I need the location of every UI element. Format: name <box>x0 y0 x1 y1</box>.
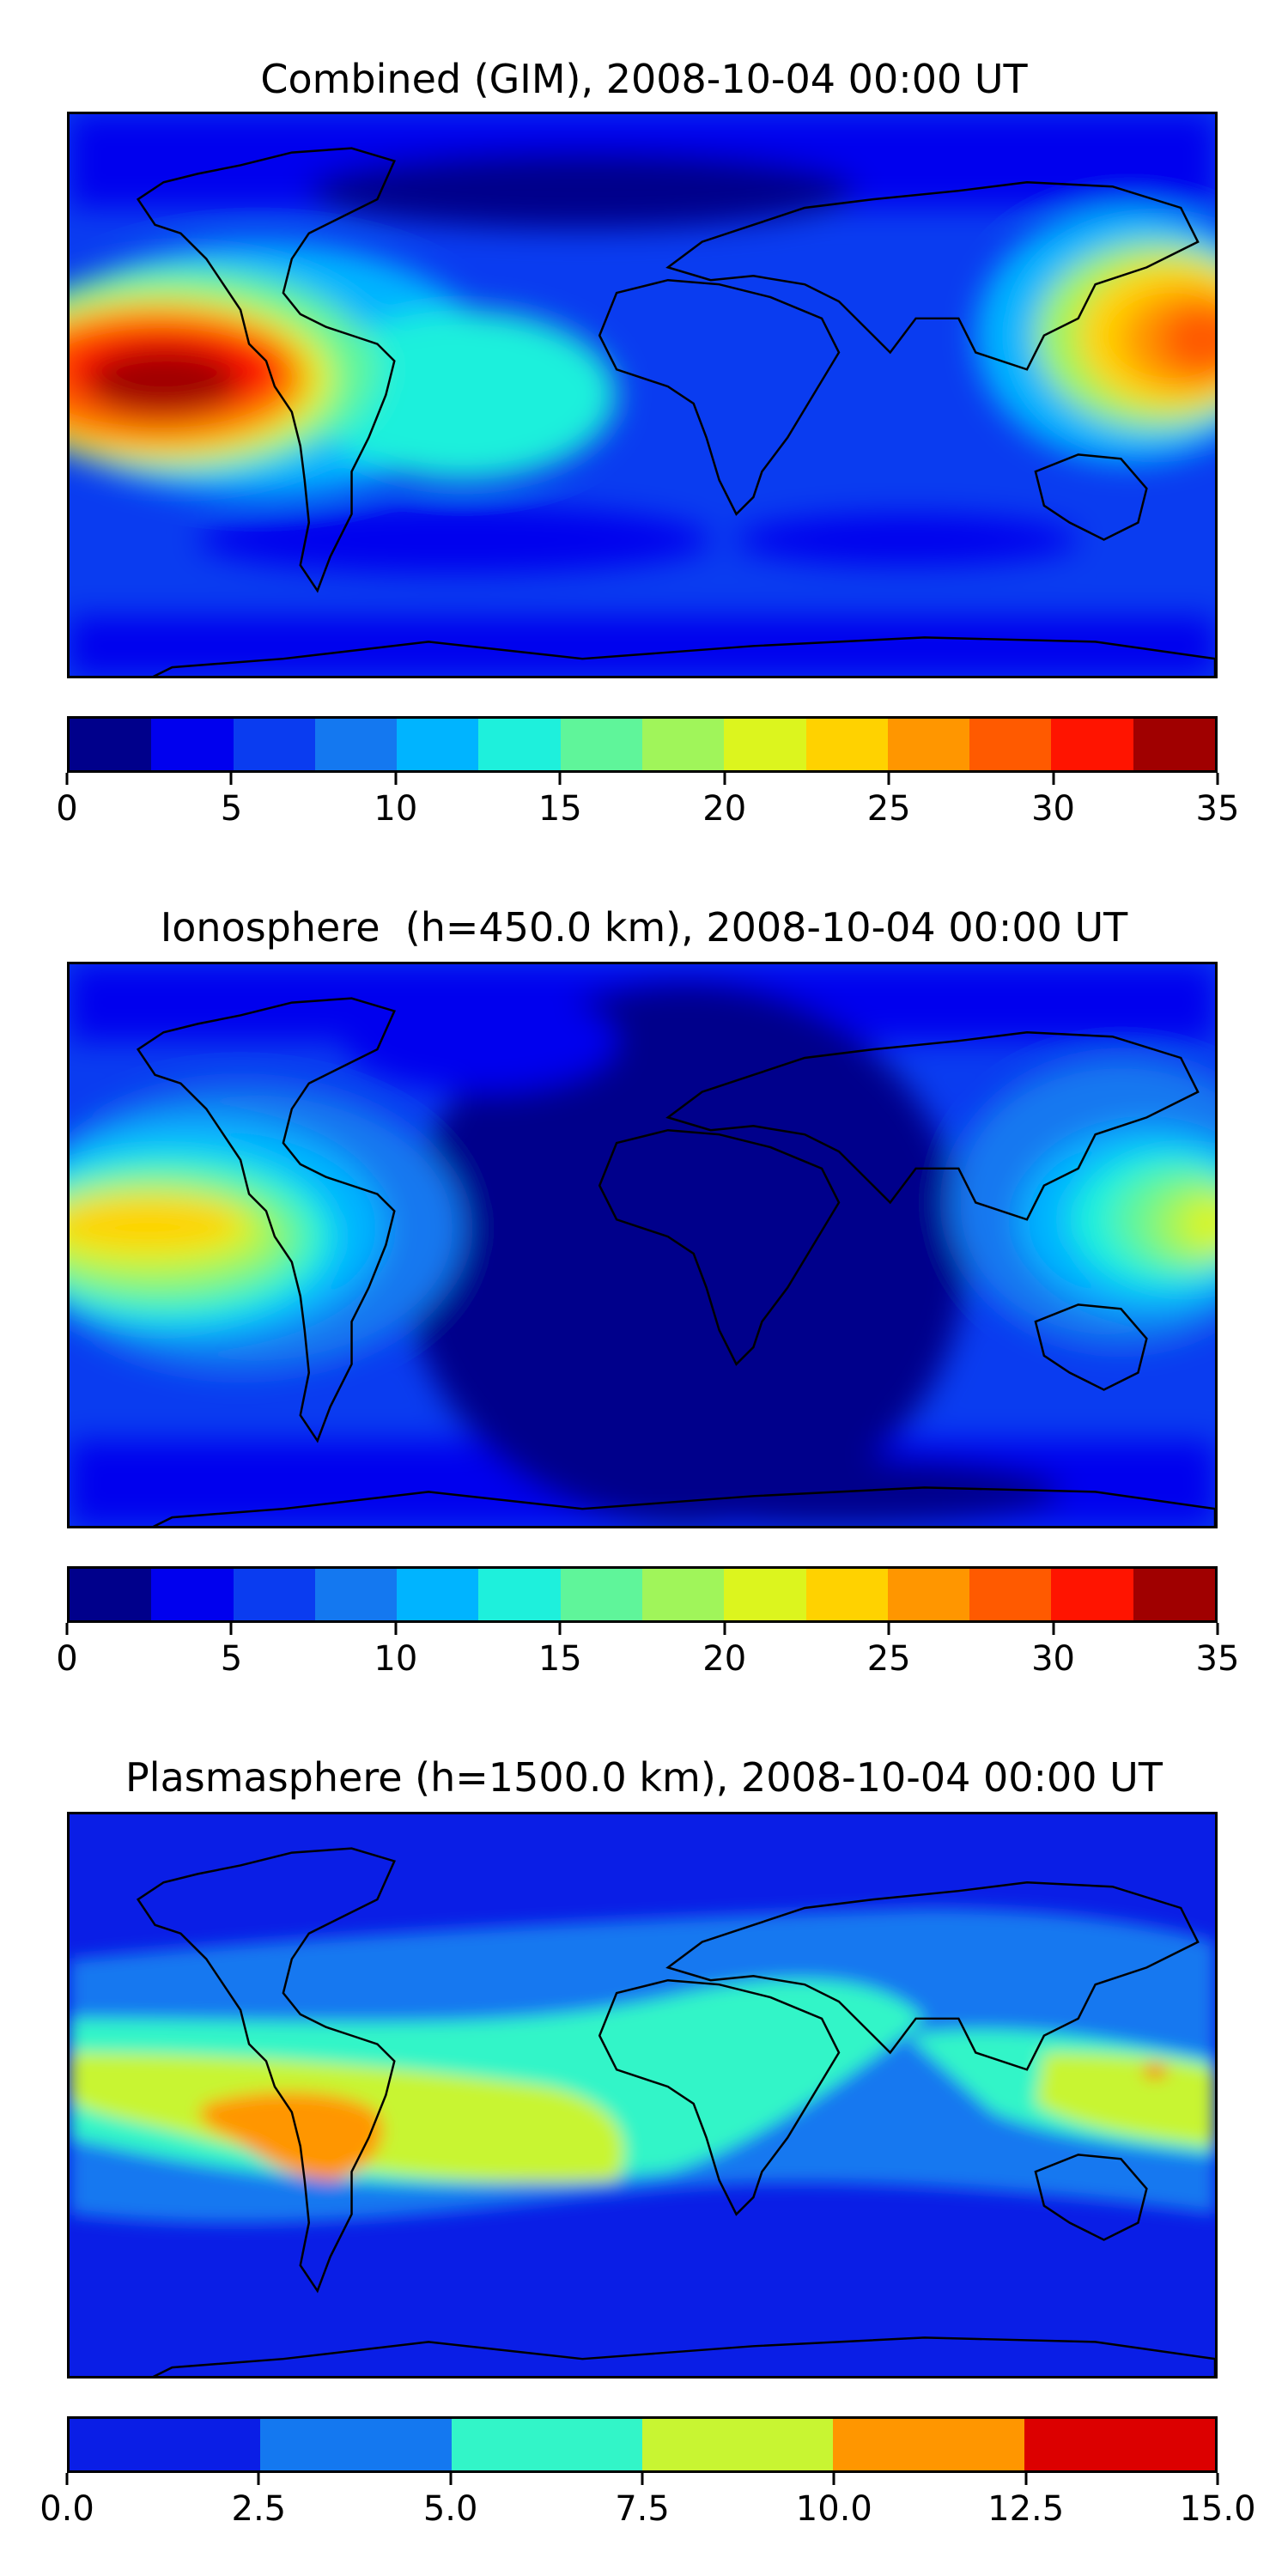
panel-1-colorbar <box>67 716 1218 773</box>
colorbar-segment <box>1133 719 1215 770</box>
colorbar-tick-label: 0.0 <box>39 2489 94 2529</box>
colorbar-segment <box>233 1569 315 1620</box>
colorbar-segment <box>1133 1569 1215 1620</box>
colorbar-segment <box>1051 719 1133 770</box>
colorbar-segment <box>70 2419 261 2470</box>
panel-3-colorbar-ticks: 0.0 2.5 5.0 7.5 10.0 12.5 15.0 <box>39 2473 1256 2533</box>
colorbar-tick-label: 12.5 <box>987 2489 1065 2529</box>
colorbar-tick-label: 20 <box>702 1639 747 1679</box>
panel-2-map <box>67 962 1218 1528</box>
panel-1-colorbar-ticks: 0 5 10 15 20 25 30 35 <box>56 773 1239 833</box>
colorbar-segment <box>1024 2419 1215 2470</box>
colorbar-segment <box>969 719 1052 770</box>
colorbar-segment <box>724 719 806 770</box>
panel-3-title: Plasmasphere (h=1500.0 km), 2008-10-04 0… <box>125 1754 1163 1801</box>
ionosphere-map-svg <box>70 964 1215 1526</box>
colorbar-segment <box>478 1569 561 1620</box>
colorbar-segment <box>805 719 888 770</box>
colorbar-tick-label: 5.0 <box>422 2489 478 2529</box>
colorbar-tick-label: 35 <box>1195 789 1240 829</box>
colorbar-tick-label: 5 <box>220 789 243 829</box>
colorbar-tick-label: 0 <box>56 1639 78 1679</box>
colorbar-segment <box>724 1569 806 1620</box>
colorbar-segment <box>478 719 561 770</box>
panel-3-map <box>67 1812 1218 2379</box>
colorbar-segment <box>560 719 642 770</box>
panel-1-map <box>67 112 1218 678</box>
colorbar-tick-label: 15 <box>538 1639 582 1679</box>
colorbar-tick-label: 10.0 <box>795 2489 872 2529</box>
colorbar-tick-label: 35 <box>1195 1639 1240 1679</box>
colorbar-tick-label: 10 <box>374 1639 418 1679</box>
colorbar-segment <box>969 1569 1052 1620</box>
colorbar-tick-label: 10 <box>374 789 418 829</box>
colorbar-tick-label: 7.5 <box>615 2489 670 2529</box>
colorbar-tick-label: 25 <box>866 789 911 829</box>
panel-2-title: Ionosphere (h=450.0 km), 2008-10-04 00:0… <box>160 904 1128 951</box>
panel-2-colorbar-ticks: 0 5 10 15 20 25 30 35 <box>56 1623 1239 1683</box>
colorbar-tick-label: 20 <box>702 789 747 829</box>
colorbar-tick-label: 15 <box>538 789 582 829</box>
colorbar-segment <box>260 2419 452 2470</box>
colorbar-tick-label: 5 <box>220 1639 243 1679</box>
colorbar-segment <box>887 719 970 770</box>
colorbar-tick-label: 15.0 <box>1179 2489 1256 2529</box>
colorbar-segment <box>560 1569 642 1620</box>
colorbar-segment <box>451 2419 642 2470</box>
colorbar-segment <box>833 2419 1024 2470</box>
colorbar-tick-label: 30 <box>1031 789 1076 829</box>
plasmasphere-map-svg <box>70 1814 1215 2376</box>
colorbar-segment <box>641 2419 834 2470</box>
colorbar-tick-label: 0 <box>56 789 78 829</box>
colorbar-segment <box>233 719 315 770</box>
colorbar-segment <box>805 1569 888 1620</box>
colorbar-segment <box>70 719 152 770</box>
colorbar-segment <box>314 719 398 770</box>
panel-2-colorbar <box>67 1566 1218 1623</box>
colorbar-segment <box>397 719 479 770</box>
colorbar-segment <box>70 1569 152 1620</box>
colorbar-segment <box>887 1569 970 1620</box>
colorbar-tick-label: 25 <box>866 1639 911 1679</box>
colorbar-segment <box>641 719 725 770</box>
colorbar-tick-label: 2.5 <box>231 2489 287 2529</box>
colorbar-segment <box>1051 1569 1133 1620</box>
colorbar-segment <box>641 1569 725 1620</box>
colorbar-segment <box>151 719 234 770</box>
colorbar-segment <box>151 1569 234 1620</box>
panel-3-colorbar <box>67 2416 1218 2473</box>
combined-map-svg <box>70 114 1215 676</box>
colorbar-segment <box>397 1569 479 1620</box>
panel-1-title: Combined (GIM), 2008-10-04 00:00 UT <box>260 56 1028 102</box>
colorbar-tick-label: 30 <box>1031 1639 1076 1679</box>
colorbar-segment <box>314 1569 398 1620</box>
